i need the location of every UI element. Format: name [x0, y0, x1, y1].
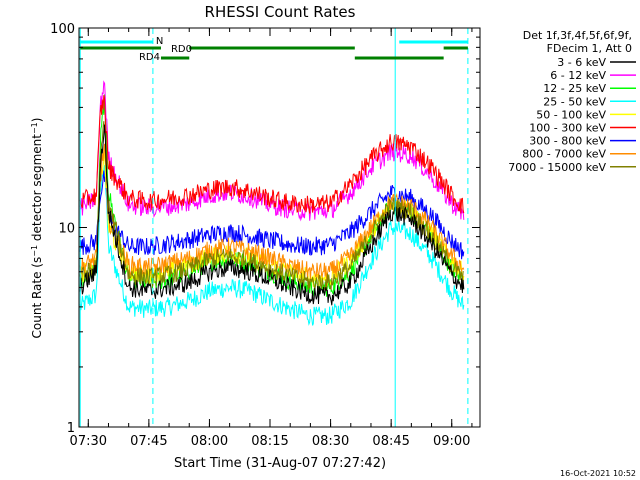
flag-label-rd4: RD4 — [139, 52, 160, 63]
x-tick-label: 07:30 — [70, 434, 107, 449]
y-tick-label: 10 — [58, 222, 75, 237]
x-tick-label: 08:15 — [251, 434, 288, 449]
y-tick-label: 1 — [67, 421, 75, 436]
generation-timestamp: 16-Oct-2021 10:52 — [560, 469, 636, 478]
y-axis-label: Count Rate (s−1 detector segment−1) — [30, 118, 44, 339]
legend: Det 1f,3f,4f,5f,6f,9f, FDecim 1, Att 0 3… — [508, 29, 636, 174]
legend-entry-label: 800 - 7000 keV — [522, 148, 606, 161]
legend-entry-label: 25 - 50 keV — [543, 95, 606, 108]
series-line-3-6-kev — [79, 124, 465, 306]
legend-entry-label: 100 - 300 keV — [529, 122, 606, 135]
series-line-100-300-kev — [79, 95, 465, 214]
legend-entry-label: 7000 - 15000 keV — [508, 161, 606, 174]
series-line-300-800-kev — [79, 170, 465, 260]
legend-entry-label: 12 - 25 keV — [543, 82, 606, 95]
x-tick-label: 09:00 — [433, 434, 470, 449]
axes: 07:30 07:45 08:00 08:15 08:30 08:45 09:00 1 10 10… — [50, 22, 480, 449]
y-tick-label: 100 — [50, 22, 75, 37]
legend-entry-label: 6 - 12 keV — [550, 69, 606, 82]
x-tick-label: 08:45 — [372, 434, 409, 449]
legend-entry-label: 50 - 100 keV — [536, 108, 606, 121]
legend-header-line-1: Det 1f,3f,4f,5f,6f,9f, — [523, 29, 632, 42]
x-axis-label: Start Time (31-Aug-07 07:27:42) — [174, 456, 386, 471]
flag-label-rd0: RD0 — [171, 44, 192, 55]
x-tick-label: 07:45 — [130, 434, 167, 449]
x-tick-label: 08:00 — [191, 434, 228, 449]
flag-label-n: N — [156, 36, 163, 47]
legend-entry-label: 3 - 6 keV — [557, 56, 606, 69]
x-tick-label: 08:30 — [312, 434, 349, 449]
chart-title: RHESSI Count Rates — [205, 3, 356, 21]
legend-header-line-2: FDecim 1, Att 0 — [547, 42, 632, 55]
series-line-25-50-kev — [79, 165, 465, 326]
legend-entry-label: 300 - 800 keV — [529, 135, 606, 148]
